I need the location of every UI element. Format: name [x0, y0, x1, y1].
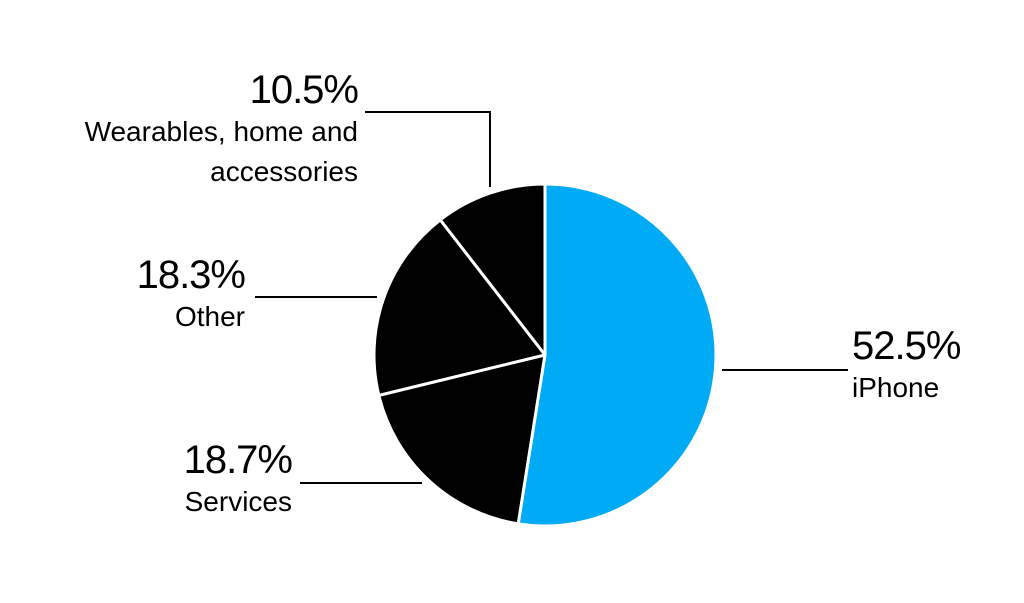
category-label: Wearables, home and accessories — [84, 116, 358, 187]
pie-slice — [438, 182, 547, 357]
value-label: 10.5% — [249, 68, 359, 112]
pie-slice — [516, 182, 718, 528]
leader-line — [365, 111, 491, 187]
category-label: iPhone — [852, 372, 940, 403]
value-label: 18.7% — [183, 438, 293, 482]
pie-slice — [377, 353, 547, 526]
slice-label: 52.5% iPhone — [852, 324, 961, 408]
pie-slice — [372, 218, 547, 397]
value-label: 18.3% — [136, 253, 246, 297]
leader-lines — [255, 111, 848, 484]
category-label: Services — [184, 486, 292, 517]
slice-label: 10.5% Wearables, home and accessories — [28, 68, 359, 192]
slice-label: 18.7% Services — [183, 438, 293, 522]
slice-label: 18.3% Other — [136, 253, 246, 337]
category-label: Other — [174, 301, 245, 332]
value-label: 52.5% — [852, 324, 961, 368]
